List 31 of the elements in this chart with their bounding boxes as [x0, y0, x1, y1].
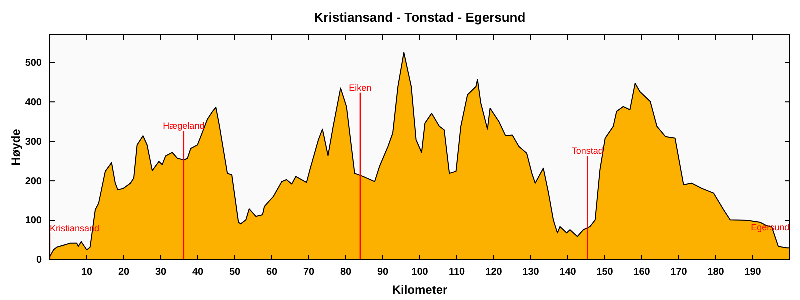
x-tick-label: 130 — [522, 267, 540, 278]
x-axis-title: Kilometer — [392, 283, 448, 297]
x-tick-label: 180 — [708, 267, 725, 278]
x-tick-label: 90 — [377, 267, 389, 278]
x-tick-label: 20 — [118, 267, 130, 278]
x-tick-label: 150 — [596, 267, 614, 278]
x-tick-label: 80 — [340, 267, 352, 278]
y-tick-label: 100 — [25, 216, 42, 227]
x-tick-label: 100 — [412, 267, 429, 278]
x-tick-label: 120 — [486, 267, 503, 278]
x-tick-label: 40 — [192, 267, 204, 278]
ref-line-label: Eiken — [349, 82, 372, 93]
chart-title: Kristiansand - Tonstad - Egersund — [314, 10, 526, 25]
x-tick-label: 60 — [266, 267, 278, 278]
x-tick-label: 30 — [155, 267, 167, 278]
x-tick-label: 140 — [560, 267, 577, 278]
ref-line-label: Tonstad — [572, 146, 604, 156]
y-tick-label: 0 — [36, 255, 42, 266]
x-tick-label: 170 — [670, 267, 688, 278]
y-tick-label: 300 — [25, 136, 42, 148]
x-tick-label: 10 — [81, 267, 93, 278]
y-tick-label: 200 — [25, 176, 42, 188]
y-axis-title: Høyde — [9, 128, 23, 166]
x-tick-label: 50 — [229, 267, 241, 278]
x-tick-label: 70 — [303, 267, 315, 278]
x-tick-label: 190 — [744, 267, 762, 278]
x-tick-label: 110 — [448, 267, 466, 278]
y-tick-label: 400 — [25, 97, 42, 108]
x-tick-label: 160 — [634, 267, 651, 278]
y-tick-label: 500 — [25, 58, 42, 69]
ref-line-label: Hægeland — [163, 121, 205, 132]
